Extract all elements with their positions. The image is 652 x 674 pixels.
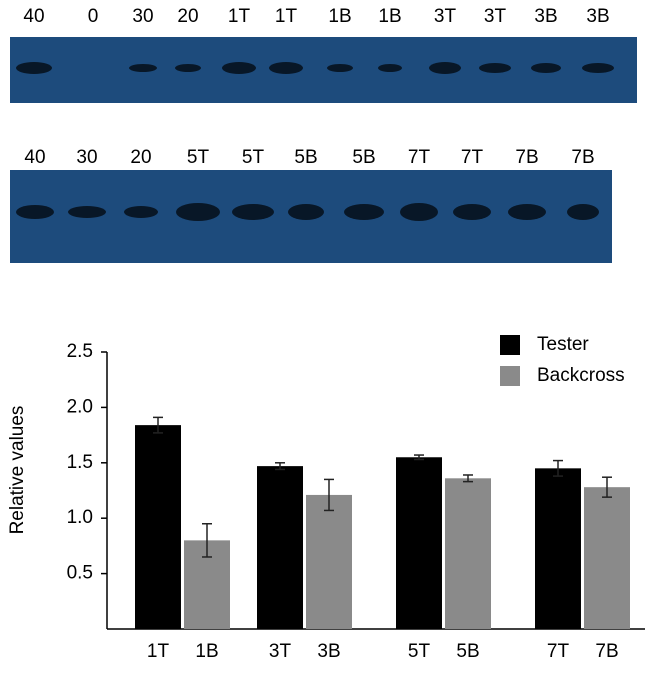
lane-label: 5T [242,147,265,168]
band [16,62,52,74]
band [531,63,561,73]
band [176,203,220,221]
band [68,206,106,218]
band [288,204,324,220]
lane-label: 1T [228,6,251,27]
bar [535,468,581,629]
band [479,63,511,73]
lane-label: 0 [88,6,99,27]
band [175,64,201,72]
bar [306,494,352,629]
y-tick-label: 1.5 [67,452,93,473]
lane-label: 1B [328,6,351,27]
x-tick-label: 3T [269,641,292,662]
lane-label: 3T [434,6,457,27]
lane-label: 7B [515,147,538,168]
band [567,204,599,220]
band [508,204,546,220]
lane-label: 3B [534,6,557,27]
lane-label: 7T [461,147,484,168]
band [222,62,256,74]
lane-label: 3B [586,6,609,27]
lane-label: 5T [187,147,210,168]
band [124,206,158,218]
y-tick-label: 1.0 [67,507,93,528]
bar [445,478,491,629]
lane-label: 40 [24,147,45,168]
bar [257,466,303,629]
bar [135,425,181,629]
band [232,204,274,220]
x-tick-label: 3B [317,641,340,662]
band [429,62,461,74]
lane-label: 3T [484,6,507,27]
y-tick-label: 2.0 [67,396,93,417]
band [269,62,303,74]
legend-swatch [500,366,520,386]
lane-label: 1T [275,6,298,27]
lane-label: 1B [378,6,401,27]
x-tick-label: 7B [595,641,618,662]
band [16,205,54,219]
x-tick-label: 1T [147,641,170,662]
x-tick-label: 5B [456,641,479,662]
band [453,204,491,220]
x-tick-label: 5T [408,641,431,662]
lane-label: 7T [408,147,431,168]
legend-swatch [500,335,520,355]
x-tick-label: 1B [195,641,218,662]
lane-label: 20 [130,147,151,168]
lane-label: 30 [132,6,153,27]
band [378,64,402,72]
band [129,64,157,72]
lane-label: 20 [177,6,198,27]
band [400,203,438,221]
y-tick-label: 0.5 [67,563,93,584]
y-tick-label: 2.5 [67,341,93,362]
bar [584,487,630,629]
legend-label: Tester [537,334,589,355]
lane-label: 40 [23,6,44,27]
bar [396,457,442,629]
y-axis-label: Relative values [7,406,28,535]
lane-label: 5B [352,147,375,168]
lane-label: 7B [571,147,594,168]
lane-label: 30 [76,147,97,168]
band [327,64,353,72]
x-tick-label: 7T [547,641,570,662]
lane-label: 5B [294,147,317,168]
band [344,204,384,220]
legend-label: Backcross [537,365,625,386]
band [582,63,614,73]
